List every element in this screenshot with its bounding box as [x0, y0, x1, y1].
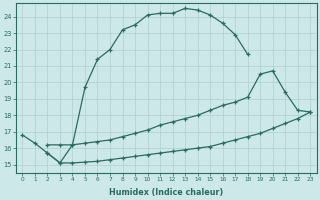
X-axis label: Humidex (Indice chaleur): Humidex (Indice chaleur) — [109, 188, 223, 197]
